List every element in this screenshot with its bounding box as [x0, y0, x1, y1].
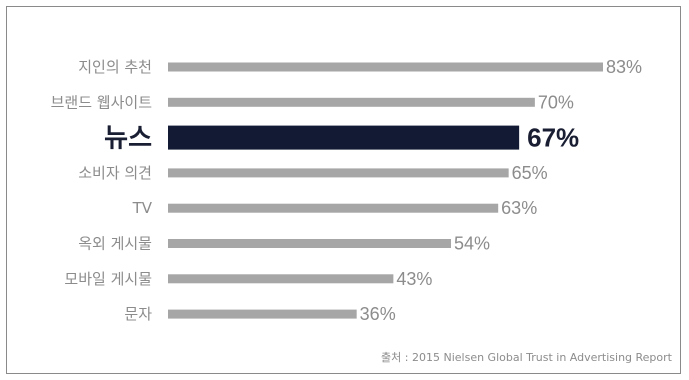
value-label-4: 65%	[512, 163, 548, 183]
category-label-4: 소비자 의견	[78, 164, 152, 182]
category-label-3: 뉴스	[104, 124, 152, 154]
category-label-8: 문자	[124, 305, 152, 323]
bar-4	[168, 168, 509, 178]
category-label-7: 모바일 게시물	[64, 270, 152, 288]
bar-6	[168, 239, 452, 248]
value-label-7: 43%	[396, 269, 432, 289]
bar-2	[168, 97, 535, 107]
bar-7	[168, 274, 394, 284]
value-label-6: 54%	[454, 234, 490, 254]
value-label-3: 67%	[527, 123, 579, 153]
category-label-1: 지인의 추천	[78, 58, 152, 76]
source-note: 출처 : 2015 Nielsen Global Trust in Advert…	[381, 351, 673, 364]
bar-1	[168, 62, 603, 72]
value-label-1: 83%	[606, 57, 642, 77]
value-label-2: 70%	[538, 92, 574, 112]
category-label-6: 옥외 게시물	[78, 235, 152, 253]
bar-3	[168, 125, 520, 150]
value-label-8: 36%	[360, 304, 396, 324]
bar-8	[168, 309, 357, 319]
category-label-2: 브랜드 웹사이트	[51, 93, 153, 111]
bar-5	[168, 203, 499, 213]
category-label-5: TV	[132, 199, 153, 217]
value-label-5: 63%	[501, 198, 537, 218]
